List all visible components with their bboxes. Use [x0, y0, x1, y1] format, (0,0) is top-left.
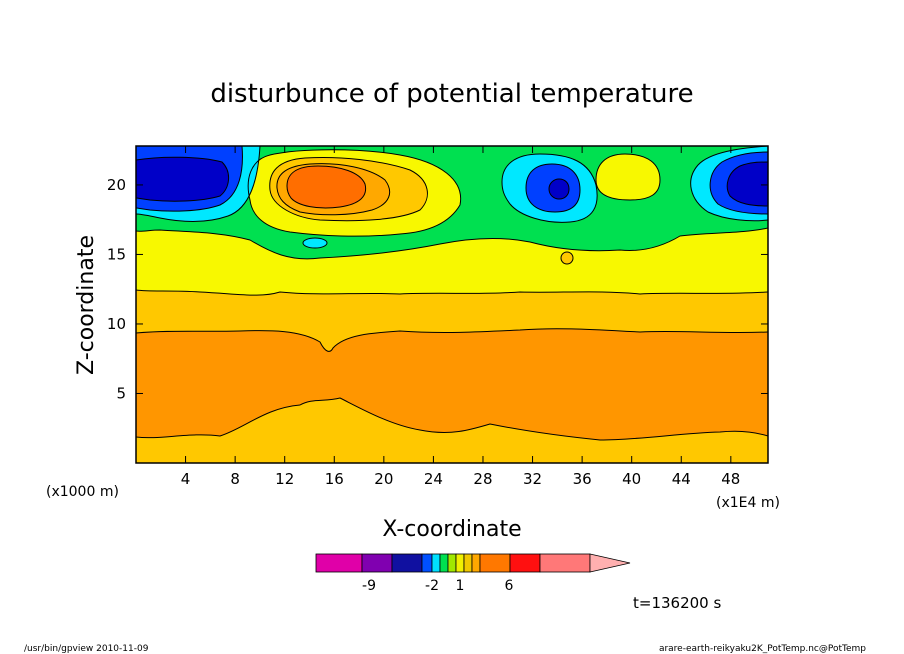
colorbar: [315, 553, 631, 573]
x-unit-label: (x1E4 m): [716, 495, 780, 511]
time-label: t=136200 s: [633, 594, 721, 612]
x-tick-label: 16: [325, 470, 344, 488]
contour-field: [136, 146, 768, 463]
contour-band-deep-orange-warm: [287, 166, 366, 208]
colorbar-label: -2: [425, 578, 439, 594]
plot-frame: [135, 145, 769, 464]
x-axis: 4 8 12 16 20 24 28 32 36 40 44 48: [181, 146, 740, 488]
colorbar-swatch: [471, 553, 481, 573]
colorbar-swatch: [463, 553, 473, 573]
contour-band-light-orange-lower: [136, 398, 768, 463]
x-tick-label: 44: [672, 470, 691, 488]
y-tick-label: 10: [107, 315, 126, 333]
contour-band-dark-blue-center: [549, 179, 569, 199]
y-axis-title: Z-coordinate: [74, 235, 99, 375]
colorbar-label: 1: [456, 578, 465, 594]
colorbar-swatch: [447, 553, 457, 573]
colorbar-swatch: [539, 553, 591, 573]
contour-band-dark-blue-left: [136, 157, 229, 202]
colorbar-swatch: [509, 553, 541, 573]
x-tick-label: 40: [622, 470, 641, 488]
x-tick-label: 24: [424, 470, 443, 488]
y-tick-label: 5: [116, 384, 126, 402]
y-tick-label: 15: [107, 245, 126, 263]
colorbar-overflow-arrow: [589, 553, 631, 573]
contour-band-yellow-blob: [596, 154, 660, 200]
x-tick-label: 4: [181, 470, 191, 488]
x-axis-title: X-coordinate: [382, 517, 521, 542]
y-axis: 5 10 15 20: [107, 176, 768, 402]
footer-left: /usr/bin/gpview 2010-11-09: [24, 644, 149, 654]
colorbar-labels: -9 -2 1 6: [362, 578, 514, 594]
contour-band-cyan-small: [303, 238, 327, 248]
colorbar-swatch: [315, 553, 363, 573]
colorbar-swatch: [479, 553, 511, 573]
footer-right: arare-earth-reikyaku2K_PotTemp.nc@PotTem…: [659, 644, 866, 654]
x-tick-label: 8: [230, 470, 240, 488]
y-unit-label: (x1000 m): [46, 484, 119, 500]
contour-band-light-orange-small: [561, 252, 573, 264]
colorbar-label: -9: [362, 578, 376, 594]
colorbar-swatch: [431, 553, 441, 573]
x-tick-label: 36: [573, 470, 592, 488]
x-tick-label: 48: [721, 470, 740, 488]
chart-title: disturbunce of potential temperature: [210, 79, 693, 109]
colorbar-swatch: [361, 553, 393, 573]
colorbar-swatch: [391, 553, 423, 573]
x-tick-label: 12: [275, 470, 294, 488]
x-tick-label: 28: [473, 470, 492, 488]
colorbar-swatch: [421, 553, 433, 573]
colorbar-swatch: [455, 553, 465, 573]
colorbar-label: 6: [505, 578, 514, 594]
contour-lines: [136, 146, 768, 441]
colorbar-swatch: [439, 553, 449, 573]
contour-band-dark-blue-right: [727, 162, 768, 206]
y-tick-label: 20: [107, 176, 126, 194]
x-tick-label: 32: [523, 470, 542, 488]
x-tick-label: 20: [374, 470, 393, 488]
